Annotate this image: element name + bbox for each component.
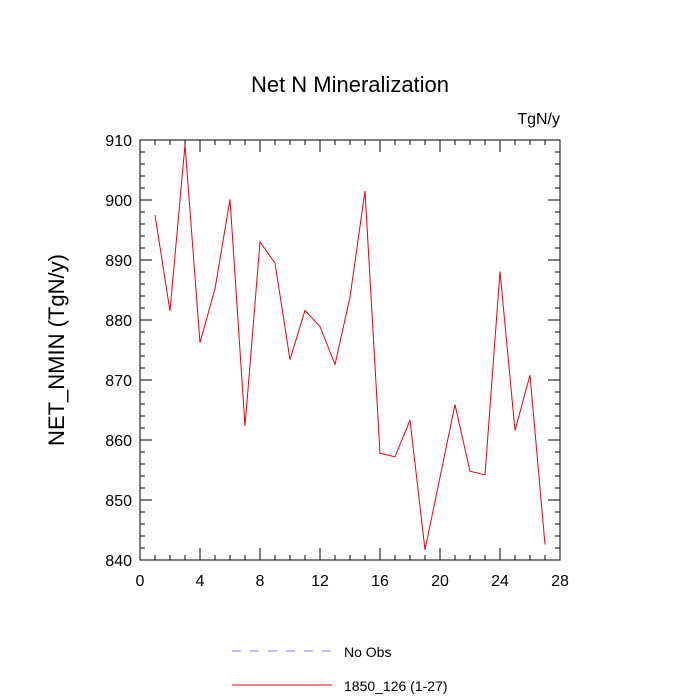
y-tick-label: 850 [105,493,132,510]
y-tick-label: 860 [105,433,132,450]
series-line [154,144,546,550]
legend-label-no-obs: No Obs [344,644,391,660]
x-tick-label: 8 [256,573,265,590]
plot-frame [139,139,561,561]
y-axis-title: NET_NMIN (TgN/y) [44,254,69,446]
x-tick-label: 16 [371,573,389,590]
x-tick-label: 24 [491,573,509,590]
legend-label-1850-126: 1850_126 (1-27) [344,678,448,694]
y-tick-label: 890 [105,253,132,270]
x-tick-label: 4 [196,573,205,590]
chart-title: Net N Mineralization [251,72,449,97]
legend: No Obs 1850_126 (1-27) [232,644,448,694]
tick-labels: 0 4 8 12 16 20 24 28 840 850 860 870 880 890 900 910 [105,133,569,590]
y-tick-label: 870 [105,373,132,390]
y-tick-label: 900 [105,193,132,210]
units-label: TgN/y [517,111,560,128]
series-group [154,144,546,550]
y-tick-label: 910 [105,133,132,150]
major-ticks [139,139,561,561]
x-tick-label: 28 [551,573,569,590]
minor-ticks [140,140,560,560]
y-tick-label: 840 [105,553,132,570]
x-tick-label: 20 [431,573,449,590]
x-tick-label: 12 [311,573,329,590]
y-tick-label: 880 [105,313,132,330]
x-tick-label: 0 [136,573,145,590]
